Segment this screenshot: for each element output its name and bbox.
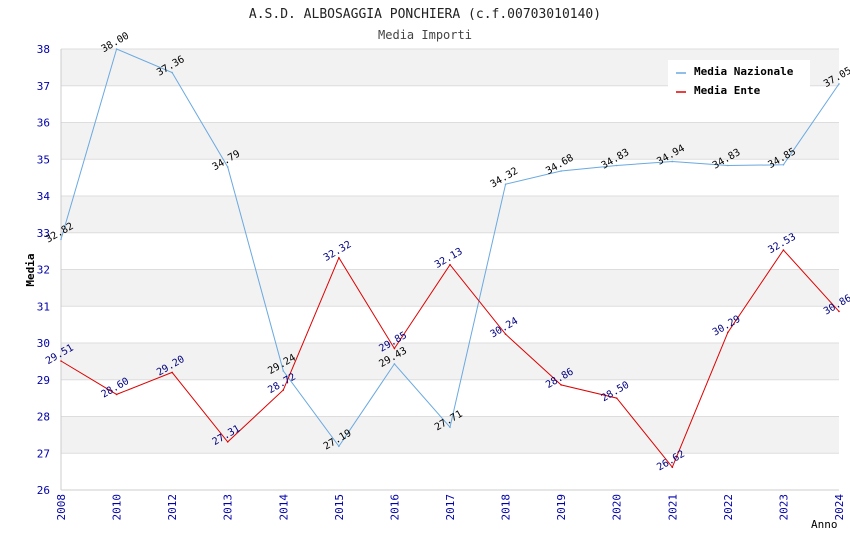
data-point [282,370,285,372]
data-point [60,360,62,362]
data-point [727,164,729,167]
grid-band [61,343,839,380]
y-tick-label: 27 [37,447,50,460]
x-axis-label: Anno [811,518,838,531]
grid-band [61,269,839,307]
y-tick-label: 31 [37,300,50,313]
x-tick-label: 2017 [444,494,457,521]
data-point [838,310,840,313]
data-point [560,170,562,172]
y-tick-labels: 26 27 28 29 30 31 32 33 34 35 36 37 38 [37,43,51,497]
y-tick-label: 37 [37,80,50,93]
chart-subtitle: Media Importi [378,28,472,42]
axes [60,49,839,491]
y-tick-label: 26 [37,484,50,497]
y-tick-label: 30 [37,337,50,350]
series-lines [60,48,840,469]
data-point [226,166,229,168]
x-tick-label: 2024 [833,494,846,521]
data-point [449,426,451,428]
data-point [671,160,674,163]
data-point [560,384,562,386]
grid-band [61,122,839,160]
chart-title: A.S.D. ALBOSAGGIA PONCHIERA (c.f.0070301… [249,7,601,22]
x-tick-label: 2008 [55,494,68,521]
y-tick-label: 35 [37,153,50,166]
x-tick-label: 2021 [666,494,679,521]
x-tick-label: 2010 [111,494,124,521]
x-tick-label: 2015 [333,494,346,521]
data-point [171,371,173,374]
series-line-nazionale [60,48,840,448]
data-point [393,347,396,350]
data-point [338,256,340,259]
data-point [60,238,62,241]
data-point [171,71,173,74]
x-tick-label: 2016 [388,494,401,521]
data-point [504,183,507,186]
x-tick-label: 2019 [555,494,568,521]
grid-band [61,416,839,454]
y-tick-label: 36 [37,117,50,130]
legend-label-ente: Media Ente [694,84,761,97]
data-point [838,83,840,85]
data-point [449,263,451,266]
grid-band [61,196,839,233]
data-point [282,389,285,391]
data-point [115,48,118,50]
y-tick-label: 32 [37,264,50,277]
data-point [115,393,118,396]
y-axis-label: Media [24,253,37,286]
data-point [727,331,729,334]
y-tick-label: 33 [37,227,50,240]
data-point [393,363,396,365]
legend-box [668,60,810,102]
y-tick-label: 34 [37,190,51,203]
data-point [504,333,507,335]
y-tick-label: 28 [37,411,50,424]
x-tick-label: 2013 [222,494,235,521]
x-tick-label: 2018 [500,494,513,521]
x-tick-label: 2022 [722,494,735,521]
data-point [671,466,674,469]
data-point [782,163,785,166]
legend-label-nazionale: Media Nazionale [694,65,794,78]
data-point [615,164,618,167]
data-label: 28.50 [600,380,632,405]
legend: Media Nazionale Media Ente [668,60,810,102]
data-point [782,249,785,251]
data-point [338,445,340,448]
data-point [615,397,618,399]
x-tick-labels: 2008 2010 2012 2013 2014 2015 2016 2017 2018 2019… [55,494,846,521]
x-tick-label: 2023 [777,494,790,521]
data-label: 34.32 [489,166,521,191]
y-tick-label: 29 [37,374,50,387]
x-tick-label: 2012 [166,494,179,521]
x-tick-label: 2014 [277,494,290,521]
data-point [226,441,229,443]
x-tick-label: 2020 [611,494,624,521]
y-tick-label: 38 [37,43,50,56]
